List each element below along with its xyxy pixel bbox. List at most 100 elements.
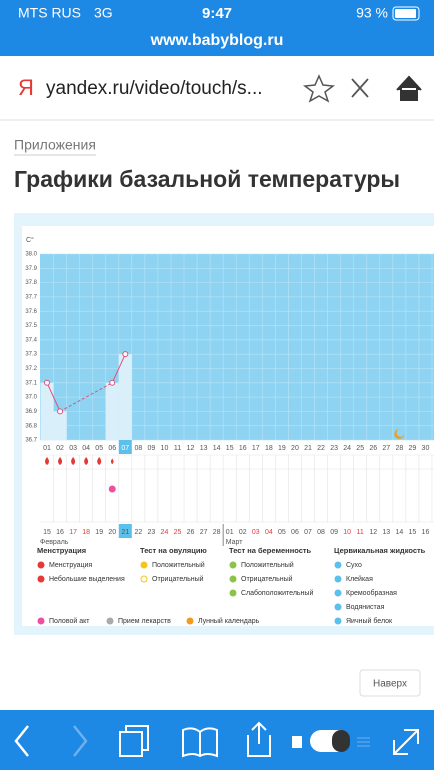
mode-toggle-knob [332,730,350,752]
legend-item: Водянистая [346,604,385,611]
day-label: 20 [291,445,299,452]
reader-button[interactable] [182,727,218,758]
date-label: 21 [121,529,129,536]
day-label: 29 [409,445,417,452]
fullscreen-button[interactable] [393,729,419,755]
tabs-icon [125,725,149,751]
day-label: 14 [213,445,221,452]
day-label: 23 [330,445,338,452]
temp-point [109,379,116,386]
date-label: 01 [226,529,234,536]
back-button[interactable] [14,725,29,757]
legend-icon [334,561,342,569]
legend-item: Половой акт [49,617,90,625]
intercourse-icon [108,485,116,493]
legend-item: Положительный [152,561,205,569]
breadcrumb[interactable]: Приложения [14,137,96,153]
date-label: 12 [369,529,377,536]
day-label: 07 [121,445,129,452]
y-tick-label: 37.5 [25,323,37,329]
date-label: 24 [161,529,169,536]
month-label: Февраль [40,539,69,546]
legend-item: Лунный календарь [198,617,260,625]
day-label: 12 [187,445,195,452]
y-tick-label: 37.0 [25,395,37,401]
date-label: 05 [278,529,286,536]
temp-point [57,408,64,415]
legend-item: Кремообразная [346,589,397,597]
day-label: 11 [174,445,181,452]
day-label: 03 [69,445,77,452]
date-label: 16 [422,529,430,536]
tabs-button[interactable] [119,731,143,757]
forward-button[interactable] [73,725,88,757]
date-label: 02 [239,529,247,536]
battery: 93 % [356,5,388,21]
date-label: 25 [174,529,182,536]
temp-bar [53,411,67,440]
legend: Менструация Менструация Небольшие выделени… [37,546,426,625]
home-icon[interactable] [396,75,422,101]
y-tick-label: 37.9 [25,266,37,272]
legend-item: Небольшие выделения [49,575,125,583]
page-title: Графики базальной температуры [14,166,400,192]
temp-line [46,382,61,412]
date-label: 27 [200,529,208,536]
legend-title: Тест на беременность [229,546,312,555]
y-tick-label: 37.3 [25,352,37,358]
temp-point [44,379,50,386]
legend-title: Цервикальная жидкость [334,546,426,555]
legend-icon [140,575,148,583]
temp-bar [118,354,132,440]
share-button[interactable] [247,721,271,757]
date-label: 14 [395,529,403,536]
top-button-label[interactable]: Наверх [373,679,407,690]
date-label: 07 [304,529,312,536]
menstruation-icon [84,457,89,465]
legend-item: Положительный [241,561,294,569]
close-icon[interactable] [351,78,369,98]
date-label: 16 [56,529,64,536]
day-label: 01 [43,445,51,452]
date-label: 11 [357,529,364,536]
yandex-logo: Я [18,75,34,100]
legend-item: Отрицательный [241,575,293,583]
date-label: 26 [187,529,195,536]
legend-item: Отрицательный [152,575,204,583]
site[interactable]: www.babyblog.ru [150,32,284,49]
url[interactable]: yandex.ru/video/touch/s... [46,78,263,99]
spotting-icon [110,458,114,465]
month-label: Март [226,539,244,546]
legend-icon [37,575,45,583]
day-label: 28 [395,445,403,452]
y-tick-label: 36.9 [25,409,37,415]
temp-bar [40,382,54,440]
y-tick-label: 37.1 [25,380,37,386]
day-label: 21 [304,445,312,452]
moon-icon [394,429,405,439]
date-label: 22 [134,529,142,536]
day-label: 27 [382,445,390,452]
day-label: 22 [317,445,325,452]
menstruation-icon [58,457,63,465]
date-label: 08 [317,529,325,536]
date-label: 18 [82,529,90,536]
menstruation-icon [97,457,102,465]
date-label: 04 [265,529,273,536]
legend-icon [334,617,342,625]
top-button[interactable] [359,669,421,697]
day-label: 17 [252,445,260,452]
mode-icon-2 [357,737,370,747]
day-label: 24 [343,445,351,452]
temp-bar [105,382,119,440]
date-label: 06 [291,529,299,536]
date-label: 09 [330,529,338,536]
date-label: 20 [108,529,116,536]
date-label: 03 [252,529,260,536]
day-label: 30 [422,445,430,452]
date-label: 15 [409,529,417,536]
y-tick-label: 37.6 [25,309,37,315]
legend-item: Клейкая [346,575,373,583]
bookmark-icon[interactable] [303,74,335,103]
